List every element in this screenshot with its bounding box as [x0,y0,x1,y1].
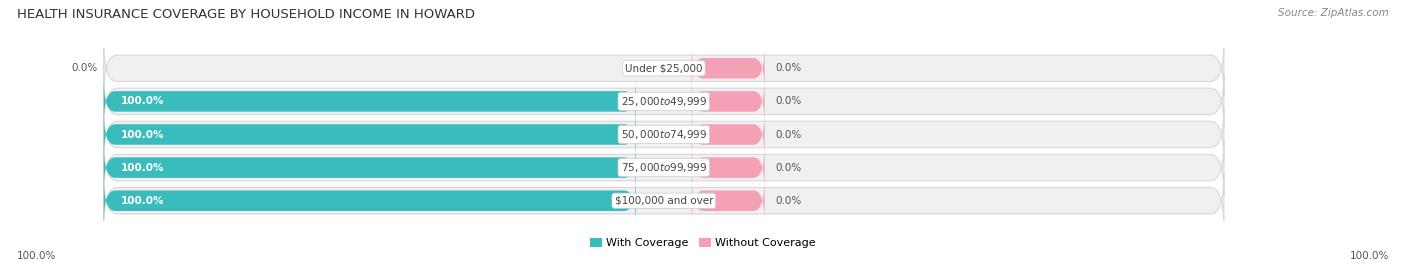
FancyBboxPatch shape [104,112,636,157]
Text: 100.0%: 100.0% [17,251,56,261]
Text: $25,000 to $49,999: $25,000 to $49,999 [620,95,707,108]
Text: Under $25,000: Under $25,000 [626,63,703,73]
Text: 0.0%: 0.0% [776,63,801,73]
FancyBboxPatch shape [104,178,636,224]
FancyBboxPatch shape [104,145,636,190]
Legend: With Coverage, Without Coverage: With Coverage, Without Coverage [586,234,820,253]
Text: 100.0%: 100.0% [121,162,165,173]
Text: $100,000 and over: $100,000 and over [614,196,713,206]
Text: 0.0%: 0.0% [776,196,801,206]
FancyBboxPatch shape [692,112,765,157]
FancyBboxPatch shape [104,108,1223,161]
Text: $50,000 to $74,999: $50,000 to $74,999 [620,128,707,141]
Text: 100.0%: 100.0% [121,129,165,140]
Text: 100.0%: 100.0% [121,196,165,206]
Text: 0.0%: 0.0% [776,96,801,107]
Text: Source: ZipAtlas.com: Source: ZipAtlas.com [1278,8,1389,18]
FancyBboxPatch shape [692,79,765,124]
FancyBboxPatch shape [104,42,1223,95]
FancyBboxPatch shape [104,75,1223,128]
FancyBboxPatch shape [104,141,1223,194]
Text: 0.0%: 0.0% [776,162,801,173]
Text: HEALTH INSURANCE COVERAGE BY HOUSEHOLD INCOME IN HOWARD: HEALTH INSURANCE COVERAGE BY HOUSEHOLD I… [17,8,475,21]
Text: 0.0%: 0.0% [72,63,98,73]
FancyBboxPatch shape [104,174,1223,227]
Text: $75,000 to $99,999: $75,000 to $99,999 [620,161,707,174]
Text: 0.0%: 0.0% [776,129,801,140]
FancyBboxPatch shape [692,45,765,91]
Text: 100.0%: 100.0% [1350,251,1389,261]
FancyBboxPatch shape [104,79,636,124]
FancyBboxPatch shape [692,145,765,190]
Text: 100.0%: 100.0% [121,96,165,107]
FancyBboxPatch shape [692,178,765,224]
